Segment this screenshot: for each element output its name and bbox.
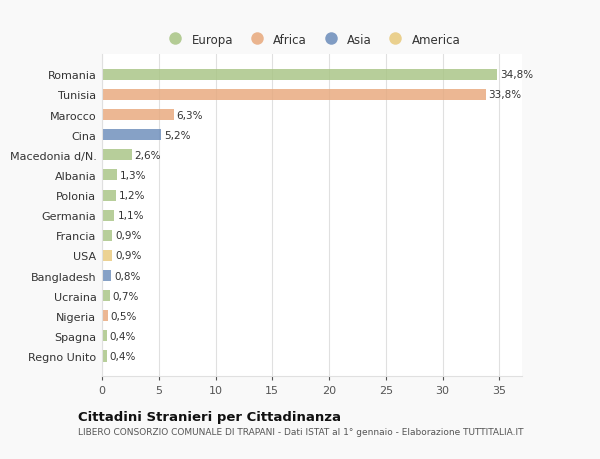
Text: 1,1%: 1,1%	[118, 211, 144, 221]
Bar	[102, 330, 107, 341]
Text: 1,2%: 1,2%	[118, 190, 145, 201]
Text: 0,5%: 0,5%	[110, 311, 137, 321]
Text: 34,8%: 34,8%	[500, 70, 533, 80]
Text: 0,8%: 0,8%	[114, 271, 140, 281]
Bar	[102, 110, 173, 121]
Bar	[102, 250, 112, 262]
Bar	[102, 150, 131, 161]
Text: 1,3%: 1,3%	[119, 171, 146, 180]
Bar	[102, 291, 110, 302]
Text: 0,7%: 0,7%	[113, 291, 139, 301]
Bar	[102, 230, 112, 241]
Bar	[102, 311, 107, 322]
Text: LIBERO CONSORZIO COMUNALE DI TRAPANI - Dati ISTAT al 1° gennaio - Elaborazione T: LIBERO CONSORZIO COMUNALE DI TRAPANI - D…	[78, 427, 523, 436]
Text: 0,9%: 0,9%	[115, 251, 142, 261]
Text: Cittadini Stranieri per Cittadinanza: Cittadini Stranieri per Cittadinanza	[78, 410, 341, 423]
Text: 2,6%: 2,6%	[134, 151, 161, 161]
Bar	[102, 70, 497, 81]
Bar	[102, 190, 116, 201]
Text: 5,2%: 5,2%	[164, 130, 190, 140]
Text: 6,3%: 6,3%	[176, 110, 203, 120]
Bar	[102, 130, 161, 141]
Text: 0,4%: 0,4%	[109, 351, 136, 361]
Bar	[102, 351, 107, 362]
Legend: Europa, Africa, Asia, America: Europa, Africa, Asia, America	[158, 29, 466, 51]
Text: 33,8%: 33,8%	[488, 90, 521, 100]
Text: 0,9%: 0,9%	[115, 231, 142, 241]
Bar	[102, 210, 115, 221]
Bar	[102, 90, 485, 101]
Bar	[102, 170, 117, 181]
Bar	[102, 270, 111, 281]
Text: 0,4%: 0,4%	[109, 331, 136, 341]
